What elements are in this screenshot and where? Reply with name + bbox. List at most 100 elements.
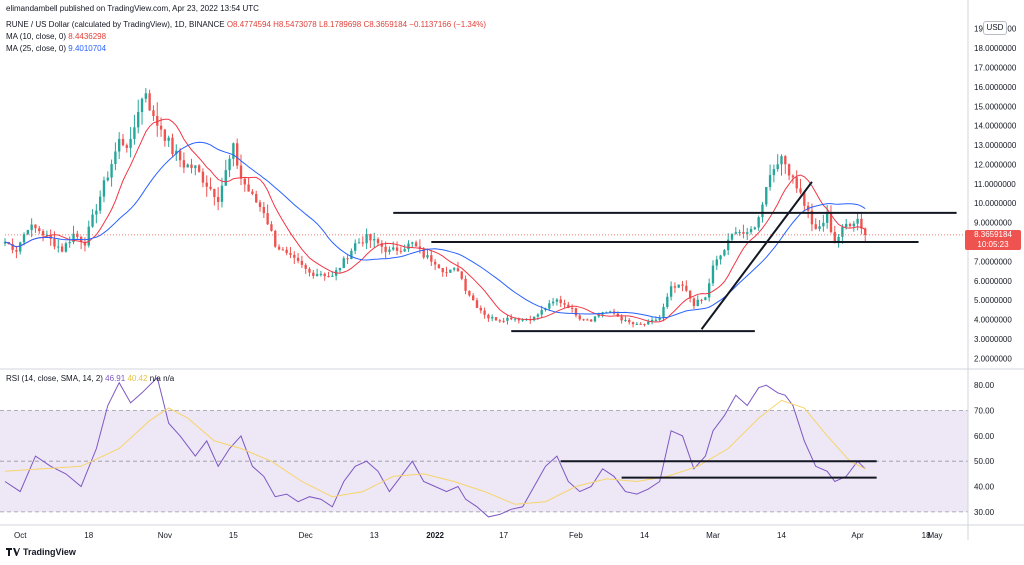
candle-down bbox=[182, 160, 186, 168]
candle-down bbox=[441, 267, 444, 273]
candle-down bbox=[430, 255, 433, 262]
candle-up bbox=[72, 233, 75, 243]
ma25-legend[interactable]: MA (25, close, 0) 9.4010704 bbox=[6, 44, 106, 53]
symbol-legend: RUNE / US Dollar (calculated by TradingV… bbox=[6, 20, 486, 29]
ma10-legend[interactable]: MA (10, close, 0) 8.4436298 bbox=[6, 32, 106, 41]
candle-down bbox=[304, 264, 307, 269]
candle-up bbox=[350, 250, 353, 260]
bar-countdown: 10:05:23 bbox=[977, 240, 1009, 249]
ma25-value: 9.4010704 bbox=[68, 44, 107, 53]
candle-up bbox=[704, 297, 707, 300]
price-pane[interactable] bbox=[3, 88, 968, 333]
price-tick-label: 17.0000000 bbox=[974, 63, 1017, 72]
candle-up bbox=[749, 229, 753, 233]
candle-down bbox=[517, 318, 521, 321]
candle-down bbox=[620, 316, 623, 321]
candle-down bbox=[281, 249, 285, 251]
currency-button[interactable]: USD bbox=[983, 21, 1007, 35]
candle-down bbox=[163, 129, 167, 141]
candle-up bbox=[365, 234, 368, 244]
candle-up bbox=[635, 323, 639, 325]
candle-up bbox=[544, 308, 547, 311]
price-tick-label: 2.0000000 bbox=[974, 354, 1012, 363]
candle-down bbox=[586, 319, 589, 321]
candle-down bbox=[285, 249, 288, 254]
candle-up bbox=[118, 138, 121, 152]
axes: 2.0000000 3.0000000 4.0000000 5.0000000 6.00… bbox=[0, 0, 1024, 540]
candle-down bbox=[53, 238, 56, 247]
candle-up bbox=[373, 239, 376, 241]
rsi-legend[interactable]: RSI (14, close, SMA, 14, 2) 46.91 40.42 … bbox=[6, 374, 174, 383]
trendline[interactable] bbox=[700, 181, 813, 330]
price-tick-label: 3.0000000 bbox=[974, 335, 1012, 344]
candle-up bbox=[232, 143, 235, 159]
candle-up bbox=[841, 227, 844, 237]
candle-up bbox=[707, 283, 711, 298]
candle-down bbox=[848, 223, 852, 227]
candle-down bbox=[296, 257, 300, 261]
candle-up bbox=[593, 316, 597, 322]
candle-down bbox=[121, 138, 125, 146]
candle-down bbox=[498, 320, 502, 322]
candle-down bbox=[787, 164, 791, 176]
candle-down bbox=[266, 213, 269, 225]
candle-down bbox=[475, 300, 479, 308]
candle-up bbox=[666, 296, 669, 307]
candle-up bbox=[228, 158, 231, 171]
candle-down bbox=[399, 250, 403, 252]
rsi-tick-label: 40.00 bbox=[974, 483, 995, 492]
candle-down bbox=[567, 304, 570, 308]
time-tick-label: 17 bbox=[499, 531, 508, 540]
candle-up bbox=[506, 317, 509, 321]
candle-up bbox=[757, 217, 760, 228]
candle-down bbox=[34, 224, 37, 229]
candle-up bbox=[30, 224, 33, 231]
candle-down bbox=[460, 271, 463, 279]
candle-up bbox=[521, 319, 524, 321]
low-value: L8.1789698 bbox=[318, 20, 362, 29]
candle-up bbox=[658, 317, 661, 320]
candle-down bbox=[563, 303, 566, 305]
time-tick-label: Nov bbox=[158, 531, 172, 540]
candle-down bbox=[784, 156, 787, 165]
candle-down bbox=[15, 250, 18, 252]
candle-up bbox=[354, 243, 357, 251]
candle-up bbox=[186, 164, 189, 168]
ma10-line bbox=[4, 118, 866, 323]
candle-down bbox=[384, 246, 387, 252]
candle-up bbox=[407, 243, 410, 250]
candle-down bbox=[376, 239, 380, 244]
candle-up bbox=[780, 156, 783, 165]
candle-down bbox=[673, 286, 677, 288]
candle-up bbox=[106, 177, 109, 181]
last-price-tag: 8.3659184 10:05:23 bbox=[965, 230, 1021, 250]
candle-down bbox=[570, 307, 574, 309]
candle-up bbox=[548, 303, 551, 309]
candle-down bbox=[795, 177, 798, 189]
symbol-title: RUNE / US Dollar (calculated by TradingV… bbox=[6, 20, 225, 29]
candle-down bbox=[255, 193, 258, 203]
candle-down bbox=[38, 228, 41, 232]
candle-down bbox=[510, 317, 513, 320]
author-line: elimandambell published on TradingView.c… bbox=[6, 4, 259, 13]
time-tick-label: Apr bbox=[851, 531, 864, 540]
open-value: O8.4774594 bbox=[226, 20, 271, 29]
candle-up bbox=[68, 242, 71, 244]
candle-down bbox=[270, 224, 273, 231]
candle-down bbox=[479, 307, 482, 311]
time-tick-label: 2022 bbox=[426, 531, 444, 540]
rsi-ma-line bbox=[4, 399, 866, 505]
tradingview-logo[interactable]: TradingView bbox=[6, 547, 76, 557]
candle-down bbox=[864, 228, 867, 236]
candle-up bbox=[738, 232, 741, 234]
candle-up bbox=[91, 214, 94, 227]
candle-up bbox=[647, 321, 650, 325]
rsi-pane[interactable] bbox=[0, 376, 968, 518]
candle-down bbox=[639, 323, 642, 325]
rsi-value: 46.91 bbox=[105, 374, 126, 383]
candle-up bbox=[388, 249, 391, 252]
candle-up bbox=[491, 317, 494, 319]
candle-up bbox=[772, 169, 776, 176]
candle-down bbox=[216, 197, 220, 202]
